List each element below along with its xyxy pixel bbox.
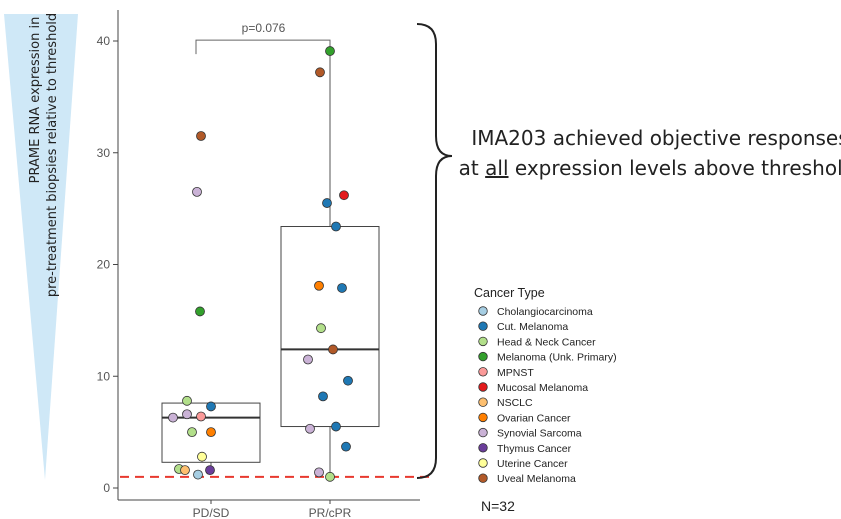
data-point (325, 46, 335, 56)
data-point (328, 344, 338, 355)
legend-swatch (478, 458, 488, 468)
data-point (341, 441, 351, 452)
sample-size-label: N=32 (481, 498, 515, 514)
x-tick-label: PR/cPR (309, 506, 352, 519)
data-point (339, 190, 349, 201)
annotation-line2-pre: at (459, 156, 485, 180)
legend-title: Cancer Type (474, 286, 545, 300)
data-point (187, 427, 197, 438)
x-tick-label: PD/SD (193, 506, 230, 519)
legend-label: Uveal Melanoma (497, 473, 576, 485)
significance-bracket (195, 39, 331, 55)
data-point (205, 465, 215, 476)
legend-swatch (478, 473, 488, 483)
data-point (305, 423, 315, 434)
legend-swatch (478, 397, 488, 407)
legend-swatch (478, 351, 488, 362)
legend-label: Synovial Sarcoma (497, 428, 582, 440)
legend-swatch (478, 382, 488, 392)
p-value-label: p=0.076 (242, 21, 286, 35)
expression-gradient-wedge (4, 14, 78, 480)
box-plots (161, 52, 380, 477)
y-tick-label: 0 (103, 481, 110, 495)
data-point (197, 451, 207, 462)
data-point (322, 198, 332, 208)
data-point (331, 221, 341, 232)
annotation-emphasis: all (485, 156, 508, 180)
y-tick-label: 20 (97, 258, 111, 272)
data-point (303, 354, 313, 365)
data-point (182, 395, 192, 406)
data-point (196, 411, 206, 422)
box-iqr (280, 226, 380, 428)
data-point (343, 375, 353, 386)
legend-swatch (478, 412, 488, 423)
data-point (315, 67, 325, 78)
x-axis-ticks: PD/SD PR/cPR (193, 500, 352, 519)
legend-label: NSCLC (497, 397, 533, 409)
data-point (193, 469, 203, 480)
legend-label: Melanoma (Unk. Primary) (497, 352, 617, 364)
data-point (192, 186, 202, 197)
data-point (196, 131, 206, 141)
y-axis-title-line1: PRAME RNA expression in (28, 17, 43, 184)
legend-label: Thymus Cancer (497, 443, 572, 455)
data-point (331, 421, 341, 432)
legend-swatch (478, 367, 488, 377)
data-point (206, 401, 216, 412)
y-tick-label: 40 (97, 34, 111, 48)
data-point (195, 306, 205, 317)
legend-swatch (478, 306, 488, 316)
y-axis-title-line2: pre-treatment biopsies relative to thres… (45, 13, 60, 297)
legend-label: MPNST (497, 367, 534, 379)
legend-swatch (478, 321, 488, 331)
data-point (314, 467, 324, 478)
legend-swatch (478, 336, 488, 347)
data-point (316, 323, 326, 334)
data-point (206, 427, 216, 438)
annotation-line2: at all expression levels above threshold (459, 156, 841, 180)
y-tick-label: 10 (97, 369, 111, 383)
legend-label: Ovarian Cancer (497, 412, 571, 424)
legend: Cholangiocarcinoma Cut. Melanoma Head & Ne… (478, 306, 617, 485)
annotation-line2-post: expression levels above threshold (509, 156, 841, 180)
data-points (168, 46, 353, 482)
data-point (318, 391, 328, 402)
data-point (168, 412, 178, 423)
legend-label: Uterine Cancer (497, 458, 568, 470)
legend-label: Cut. Melanoma (497, 321, 568, 333)
legend-label: Mucosal Melanoma (497, 382, 588, 394)
curly-brace (416, 23, 453, 479)
data-point (325, 471, 335, 482)
annotation-line1: IMA203 achieved objective responses (471, 126, 841, 150)
data-point (337, 283, 347, 293)
data-point (180, 465, 190, 476)
legend-label: Cholangiocarcinoma (497, 306, 593, 318)
y-axis-ticks: 0 10 20 30 40 (97, 34, 118, 495)
data-point (182, 409, 192, 420)
legend-label: Head & Neck Cancer (497, 336, 596, 348)
data-point (314, 280, 324, 291)
legend-swatch (478, 427, 488, 438)
legend-swatch (478, 443, 488, 453)
y-tick-label: 30 (97, 146, 111, 160)
